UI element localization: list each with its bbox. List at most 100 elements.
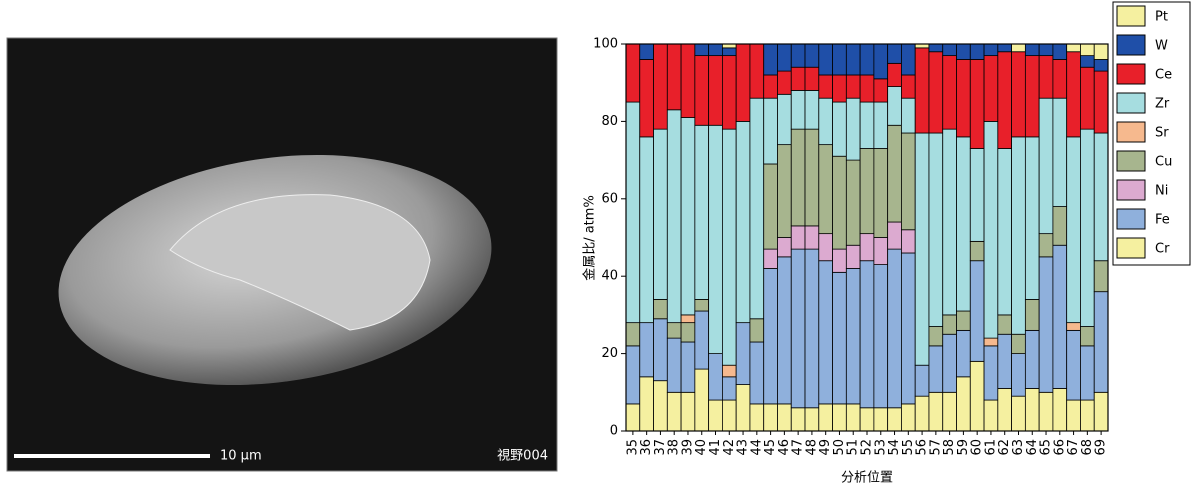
bar-segment [833, 404, 847, 431]
bar-segment [819, 75, 833, 98]
bar-segment [805, 129, 819, 226]
bar-segment [929, 392, 943, 431]
bar-segment [777, 44, 791, 71]
legend-swatch [1117, 209, 1145, 229]
bar-segment [695, 44, 709, 56]
bar-segment [709, 354, 723, 400]
bar-segment [984, 400, 998, 431]
bar-segment [874, 408, 888, 431]
bar-segment [846, 44, 860, 75]
bar-segment [1067, 52, 1081, 137]
x-tick-label: 43 [736, 439, 751, 456]
bar-segment [888, 408, 902, 431]
bar-segment [1039, 98, 1053, 233]
x-tick-label: 37 [653, 439, 668, 456]
bar-segment [736, 385, 750, 431]
bar-segment [640, 323, 654, 377]
bar-segment [1012, 137, 1026, 334]
bar-segment [1080, 44, 1094, 56]
bar-segment [1039, 56, 1053, 99]
y-tick-label: 0 [610, 424, 618, 439]
x-tick-label: 63 [1011, 439, 1026, 456]
bar-segment [791, 129, 805, 226]
legend-swatch [1117, 93, 1145, 113]
x-tick-label: 36 [639, 439, 654, 456]
bar-segment [846, 160, 860, 245]
bar-segment [874, 265, 888, 408]
bar-segment [736, 121, 750, 322]
legend-swatch [1117, 6, 1145, 26]
bar-segment [833, 249, 847, 272]
bar-segment [667, 338, 681, 392]
legend-label: Pt [1155, 10, 1168, 25]
bar-segment [764, 249, 778, 268]
bar-segment [1067, 44, 1081, 52]
bar-segment [681, 44, 695, 118]
bar-segment [998, 315, 1012, 334]
bar-segment [750, 98, 764, 319]
legend-swatch [1117, 151, 1145, 171]
x-tick-label: 68 [1080, 439, 1095, 456]
bar-segment [819, 145, 833, 234]
bar-segment [791, 44, 805, 67]
bar-segment [1039, 392, 1053, 431]
bar-segment [1053, 59, 1067, 98]
bar-segment [764, 44, 778, 75]
bar-segment [1094, 59, 1108, 71]
bar-segment [943, 392, 957, 431]
x-tick-label: 45 [763, 439, 778, 456]
bar-segment [709, 44, 723, 56]
bar-segment [736, 323, 750, 385]
x-tick-label: 46 [777, 439, 792, 456]
bar-segment [819, 98, 833, 144]
bar-segment [929, 327, 943, 346]
legend-swatch [1117, 35, 1145, 55]
bar-segment [1094, 261, 1108, 292]
bar-segment [764, 404, 778, 431]
bar-segment [929, 346, 943, 392]
bar-segment [970, 241, 984, 260]
bar-segment [860, 261, 874, 408]
legend-swatch [1117, 238, 1145, 258]
bar-segment [819, 404, 833, 431]
bar-segment [915, 48, 929, 133]
bar-segment [1025, 44, 1039, 56]
bar-segment [888, 87, 902, 126]
x-tick-label: 61 [983, 439, 998, 456]
bar-segment [1094, 133, 1108, 261]
bar-segment [1080, 129, 1094, 326]
bar-segment [874, 148, 888, 237]
bar-segment [805, 90, 819, 129]
x-tick-label: 57 [928, 439, 943, 456]
bar-segment [805, 249, 819, 408]
bar-segment [1039, 257, 1053, 392]
bar-segment [1067, 323, 1081, 331]
bar-segment [833, 44, 847, 75]
bar-segment [833, 75, 847, 102]
bar-segment [722, 48, 736, 56]
bar-segment [722, 365, 736, 377]
bar-segment [709, 400, 723, 431]
bar-segment [957, 44, 971, 59]
bar-segment [984, 44, 998, 56]
bar-segment [722, 56, 736, 130]
bar-segment [846, 404, 860, 431]
bar-segment [929, 52, 943, 133]
bar-segment [833, 156, 847, 249]
bar-segment [970, 148, 984, 241]
bar-segment [901, 253, 915, 404]
field-label: 視野004 [497, 449, 548, 464]
x-tick-label: 40 [694, 439, 709, 456]
bar-segment [722, 129, 736, 365]
x-axis-label: 分析位置 [841, 471, 893, 486]
bar-segment [915, 133, 929, 365]
bar-segment [915, 365, 929, 396]
bar-segment [709, 56, 723, 126]
bar-segment [1039, 44, 1053, 56]
y-tick-label: 100 [593, 37, 618, 52]
bar-segment [957, 377, 971, 431]
x-tick-label: 64 [1025, 439, 1040, 456]
bar-segment [998, 388, 1012, 431]
bar-segment [1094, 392, 1108, 431]
bar-segment [1012, 52, 1026, 137]
